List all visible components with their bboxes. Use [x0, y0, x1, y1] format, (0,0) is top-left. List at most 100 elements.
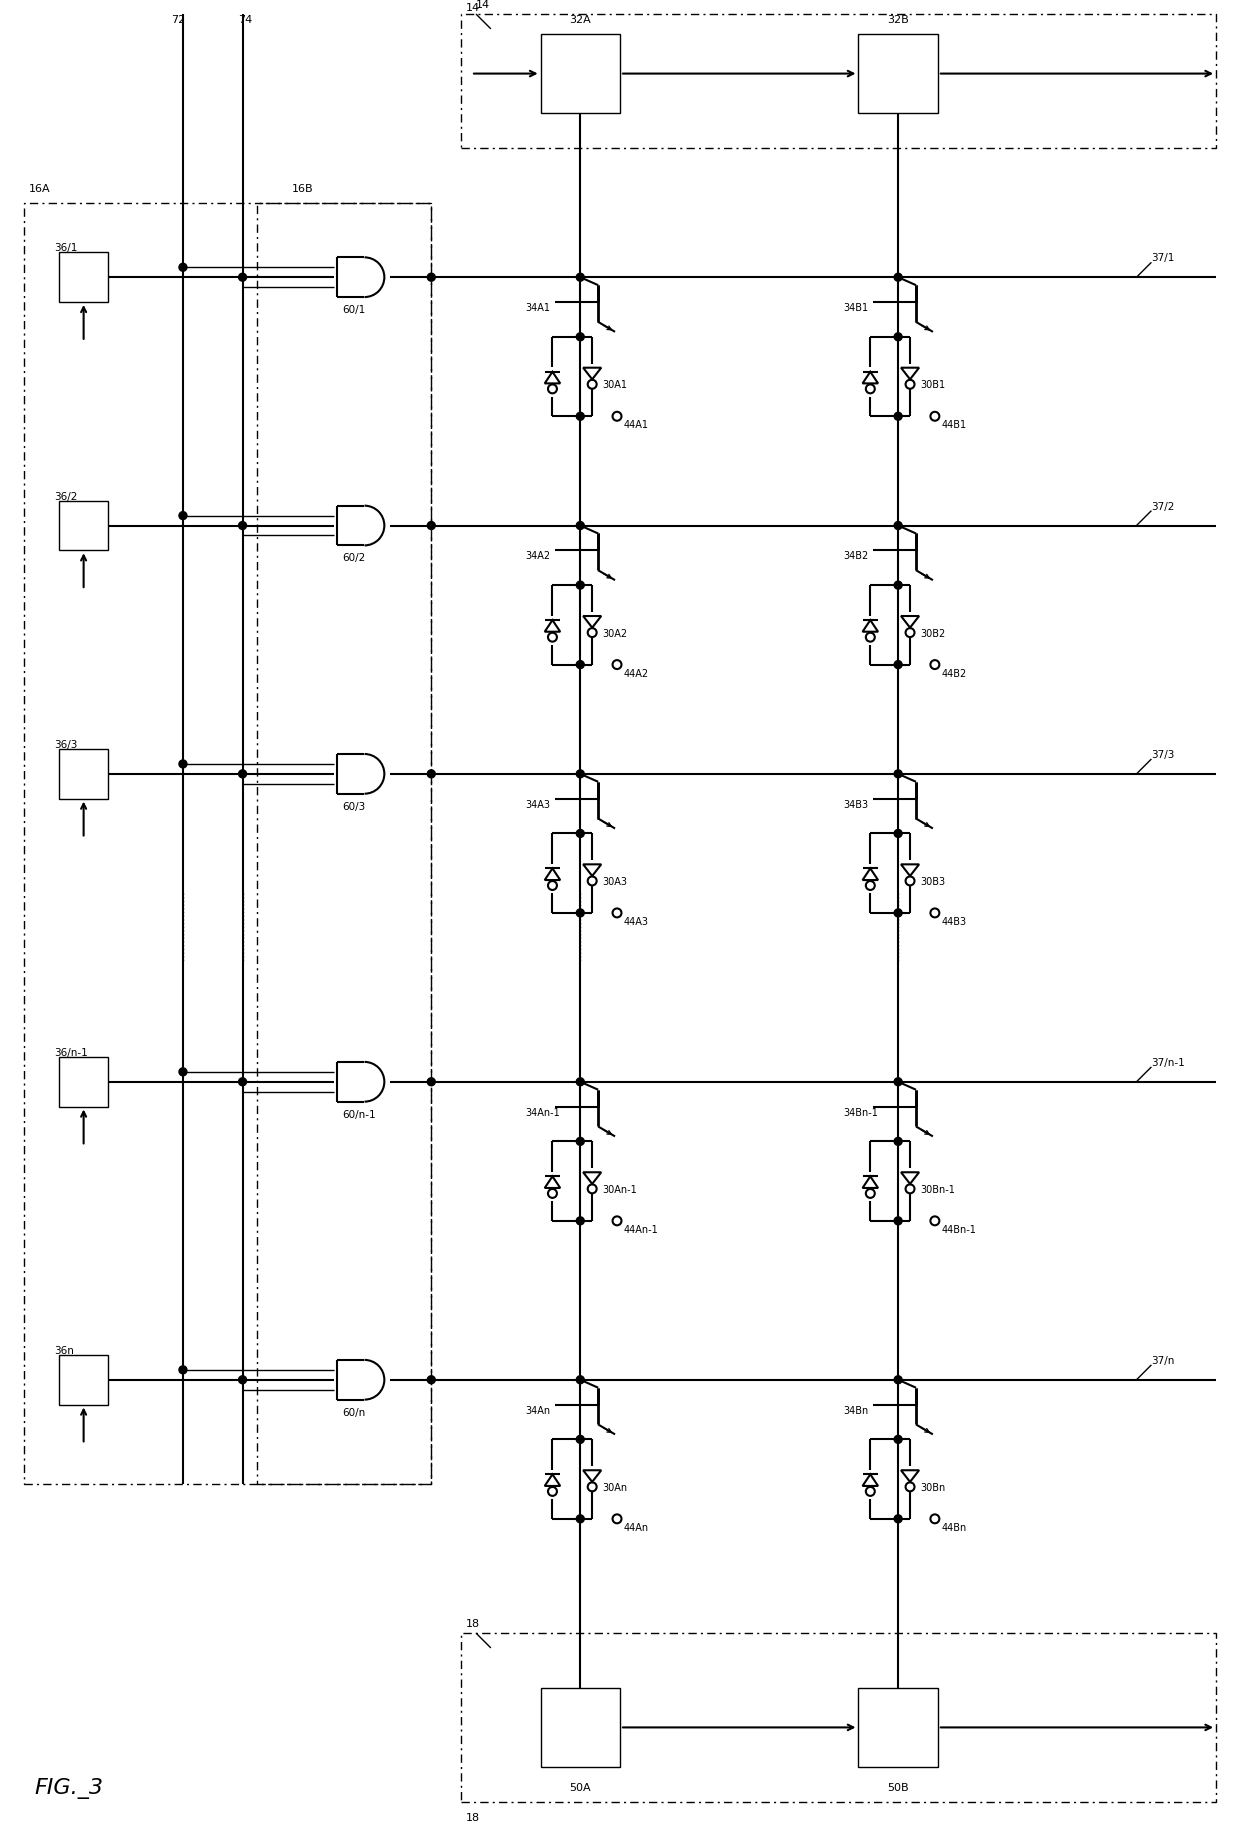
Text: 34B1: 34B1	[843, 303, 868, 312]
Text: 44B1: 44B1	[942, 419, 967, 431]
Circle shape	[577, 274, 584, 283]
Text: 36/1: 36/1	[53, 244, 77, 253]
Text: 34A1: 34A1	[526, 303, 551, 312]
Text: 34B2: 34B2	[843, 551, 869, 562]
Bar	[58, 253, 108, 303]
Circle shape	[428, 523, 435, 530]
Circle shape	[894, 771, 901, 778]
Text: 36n: 36n	[53, 1345, 73, 1355]
Circle shape	[577, 909, 584, 917]
Circle shape	[894, 414, 901, 421]
Circle shape	[894, 830, 901, 837]
Text: 60/2: 60/2	[342, 553, 365, 564]
Text: 14: 14	[476, 0, 490, 9]
Bar	[858, 1687, 937, 1767]
Bar	[461, 1634, 1216, 1802]
Text: 50A: 50A	[569, 1781, 591, 1793]
Bar	[541, 35, 620, 115]
Circle shape	[238, 771, 247, 778]
Circle shape	[577, 1077, 584, 1087]
Text: 16B: 16B	[293, 183, 314, 194]
Circle shape	[894, 1515, 901, 1523]
Text: 44B3: 44B3	[942, 917, 967, 926]
Text: FIG._3: FIG._3	[33, 1776, 103, 1798]
Circle shape	[238, 523, 247, 530]
Bar	[258, 203, 432, 1484]
Text: 44Bn-1: 44Bn-1	[942, 1223, 977, 1234]
Circle shape	[238, 274, 247, 283]
Text: 44A1: 44A1	[624, 419, 649, 431]
Text: 34Bn-1: 34Bn-1	[843, 1107, 878, 1116]
Text: 44An-1: 44An-1	[624, 1223, 658, 1234]
Text: 34A3: 34A3	[526, 798, 551, 809]
Circle shape	[238, 1077, 247, 1087]
Circle shape	[428, 1377, 435, 1384]
Circle shape	[577, 414, 584, 421]
Circle shape	[894, 274, 901, 283]
Text: 30An-1: 30An-1	[603, 1185, 637, 1194]
Circle shape	[238, 1377, 247, 1384]
Text: 37/2: 37/2	[1152, 501, 1174, 512]
Circle shape	[894, 1138, 901, 1146]
Text: 30Bn-1: 30Bn-1	[920, 1185, 955, 1194]
Circle shape	[577, 582, 584, 590]
Text: 18: 18	[466, 1811, 480, 1822]
Circle shape	[894, 1077, 901, 1087]
Text: 30B2: 30B2	[920, 628, 945, 638]
Bar	[58, 501, 108, 551]
Circle shape	[894, 1218, 901, 1225]
Bar	[461, 15, 1216, 150]
Text: 44B2: 44B2	[942, 669, 967, 678]
Text: 60/n: 60/n	[342, 1406, 365, 1417]
Text: 34A2: 34A2	[526, 551, 551, 562]
Circle shape	[577, 830, 584, 837]
Text: 74: 74	[238, 15, 253, 24]
Bar	[858, 35, 937, 115]
Text: 32B: 32B	[888, 15, 909, 24]
Text: 60/1: 60/1	[342, 305, 365, 314]
Text: 34An-1: 34An-1	[526, 1107, 560, 1116]
Circle shape	[894, 909, 901, 917]
Text: 30B3: 30B3	[920, 876, 945, 887]
Circle shape	[179, 264, 187, 272]
Text: 44A3: 44A3	[624, 917, 649, 926]
Circle shape	[894, 1436, 901, 1443]
Text: 60/n-1: 60/n-1	[342, 1109, 376, 1118]
Text: 36/n-1: 36/n-1	[53, 1048, 88, 1057]
Text: 14: 14	[466, 4, 480, 13]
Text: 30B1: 30B1	[920, 381, 945, 390]
Text: 32A: 32A	[569, 15, 591, 24]
Text: 36/2: 36/2	[53, 492, 77, 501]
Circle shape	[577, 523, 584, 530]
Text: 37/1: 37/1	[1152, 253, 1174, 262]
Text: 18: 18	[466, 1619, 480, 1628]
Circle shape	[179, 1366, 187, 1375]
Text: 37/3: 37/3	[1152, 750, 1174, 760]
Text: 30A3: 30A3	[603, 876, 627, 887]
Text: 30Bn: 30Bn	[920, 1482, 945, 1491]
Bar	[24, 203, 432, 1484]
Text: 72: 72	[171, 15, 185, 24]
Circle shape	[894, 334, 901, 342]
Text: 36/3: 36/3	[53, 739, 77, 750]
Circle shape	[894, 1377, 901, 1384]
Text: 30A2: 30A2	[603, 628, 627, 638]
Text: 44Bn: 44Bn	[942, 1523, 967, 1532]
Text: 44An: 44An	[624, 1523, 649, 1532]
Circle shape	[577, 1515, 584, 1523]
Bar	[58, 1355, 108, 1404]
Circle shape	[428, 1077, 435, 1087]
Text: 30An: 30An	[603, 1482, 627, 1491]
Circle shape	[577, 334, 584, 342]
Circle shape	[428, 771, 435, 778]
Circle shape	[577, 1377, 584, 1384]
Text: 37/n-1: 37/n-1	[1152, 1057, 1185, 1068]
Bar	[58, 1057, 108, 1107]
Circle shape	[894, 523, 901, 530]
Circle shape	[577, 771, 584, 778]
Text: 44A2: 44A2	[624, 669, 649, 678]
Circle shape	[577, 1218, 584, 1225]
Circle shape	[179, 512, 187, 521]
Text: 34B3: 34B3	[843, 798, 868, 809]
Text: 50B: 50B	[888, 1781, 909, 1793]
